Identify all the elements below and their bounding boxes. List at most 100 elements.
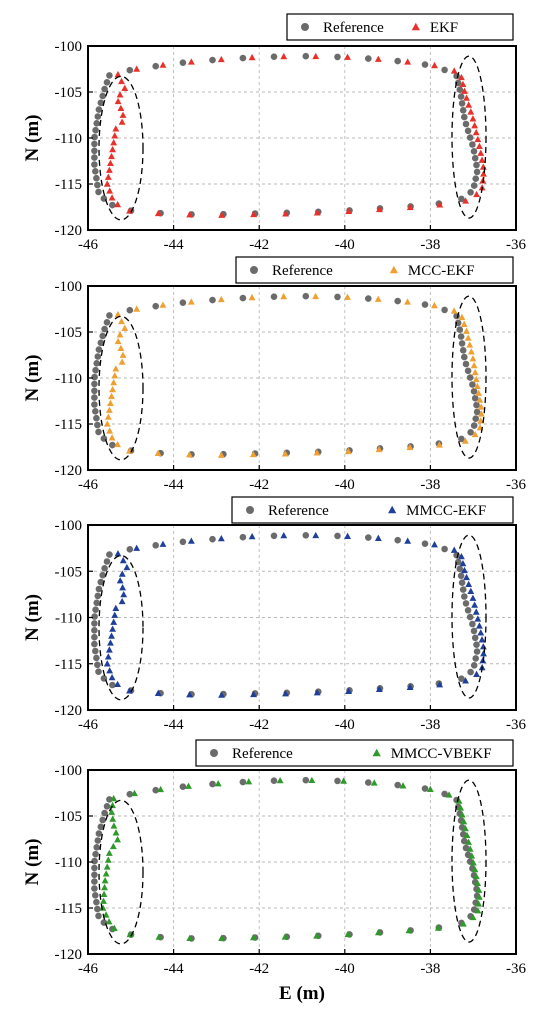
reference-point: [94, 837, 102, 844]
reference-point: [441, 790, 448, 798]
estimate-point: [218, 691, 225, 698]
reference-point: [209, 296, 216, 304]
y-axis-title: N (m): [22, 115, 43, 162]
reference-point: [94, 592, 102, 600]
reference-point: [462, 600, 470, 607]
y-axis-title: N (m): [22, 594, 43, 641]
x-tick-label: -40: [335, 477, 355, 493]
estimate-point: [281, 450, 289, 457]
reference-point: [92, 126, 99, 134]
estimate-point: [186, 211, 194, 218]
estimate-point: [406, 203, 414, 211]
dashed-ellipse-left: [98, 554, 144, 701]
estimate-point: [375, 445, 383, 453]
estimate-point: [375, 685, 383, 692]
x-tick-label: -38: [420, 717, 440, 733]
reference-point: [109, 441, 116, 449]
estimate-point: [477, 410, 485, 417]
reference-point: [91, 401, 98, 408]
reference-point: [461, 837, 468, 845]
legend-estimate-marker: [389, 265, 398, 274]
reference-point: [91, 857, 98, 865]
x-tick-label: -38: [420, 961, 440, 977]
estimate-point: [308, 776, 316, 784]
estimate-point: [117, 344, 125, 352]
reference-point: [103, 79, 111, 86]
reference-point: [458, 100, 466, 107]
reference-point: [457, 572, 465, 580]
reference-point: [91, 627, 98, 634]
reference-point: [365, 534, 372, 541]
reference-point: [97, 823, 105, 831]
estimate-point: [374, 55, 382, 62]
legend-reference-marker: [250, 266, 258, 274]
reference-point: [467, 668, 474, 676]
estimate-point: [218, 934, 226, 941]
estimate-point: [475, 893, 483, 900]
reference-point: [421, 540, 429, 547]
estimate-point: [474, 879, 482, 886]
reference-point: [458, 579, 466, 586]
estimate-point: [111, 611, 119, 618]
estimate-point: [469, 115, 477, 122]
reference-point: [469, 141, 476, 148]
estimate-point: [119, 351, 127, 358]
estimate-point: [276, 776, 284, 784]
estimate-point: [103, 180, 111, 187]
estimate-point: [474, 615, 482, 622]
reference-point: [458, 675, 465, 682]
reference-point: [91, 387, 98, 395]
reference-point: [126, 306, 134, 314]
reference-point: [94, 113, 102, 120]
legend-reference-label: Reference: [232, 746, 293, 762]
reference-point: [209, 535, 216, 543]
estimate-point: [469, 594, 477, 601]
reference-point: [101, 85, 108, 93]
reference-point: [472, 655, 480, 662]
reference-point: [472, 175, 480, 182]
estimate-point: [477, 403, 485, 410]
reference-point: [458, 435, 465, 443]
reference-point: [394, 781, 402, 789]
reference-point: [91, 394, 98, 401]
estimate-point: [462, 677, 469, 684]
reference-point: [464, 367, 472, 375]
estimate-point: [476, 396, 484, 403]
y-tick-label: -115: [55, 657, 82, 673]
reference-point: [456, 326, 464, 334]
reference-point: [91, 620, 98, 627]
estimate-point: [475, 886, 483, 893]
estimate-point: [457, 553, 465, 560]
estimate-point: [250, 690, 257, 698]
reference-point: [466, 613, 474, 621]
estimate-point: [475, 142, 483, 150]
estimate-point: [450, 67, 458, 74]
estimate-point: [104, 173, 112, 180]
estimate-point: [109, 815, 117, 822]
estimate-point: [185, 782, 192, 789]
estimate-point: [461, 824, 469, 832]
reference-point: [93, 174, 100, 182]
reference-point: [101, 809, 108, 817]
estimate-point: [121, 84, 129, 91]
reference-point: [421, 785, 429, 792]
reference-point: [97, 578, 105, 586]
estimate-point: [470, 362, 478, 369]
x-tick-label: -42: [249, 237, 269, 253]
estimate-point: [114, 310, 122, 318]
reference-point: [92, 606, 99, 613]
estimate-point: [473, 670, 480, 677]
estimate-point: [114, 200, 122, 208]
estimate-point: [461, 87, 468, 94]
estimate-point: [100, 897, 107, 904]
reference-point: [109, 201, 116, 209]
reference-point: [441, 306, 448, 314]
estimate-point: [107, 639, 114, 646]
legend-reference-label: Reference: [268, 503, 329, 519]
reference-point: [365, 295, 372, 302]
estimate-point: [110, 822, 118, 829]
estimate-point: [471, 368, 479, 376]
legend-estimate-label: MMCC-EKF: [406, 503, 486, 519]
reference-point: [441, 66, 448, 74]
